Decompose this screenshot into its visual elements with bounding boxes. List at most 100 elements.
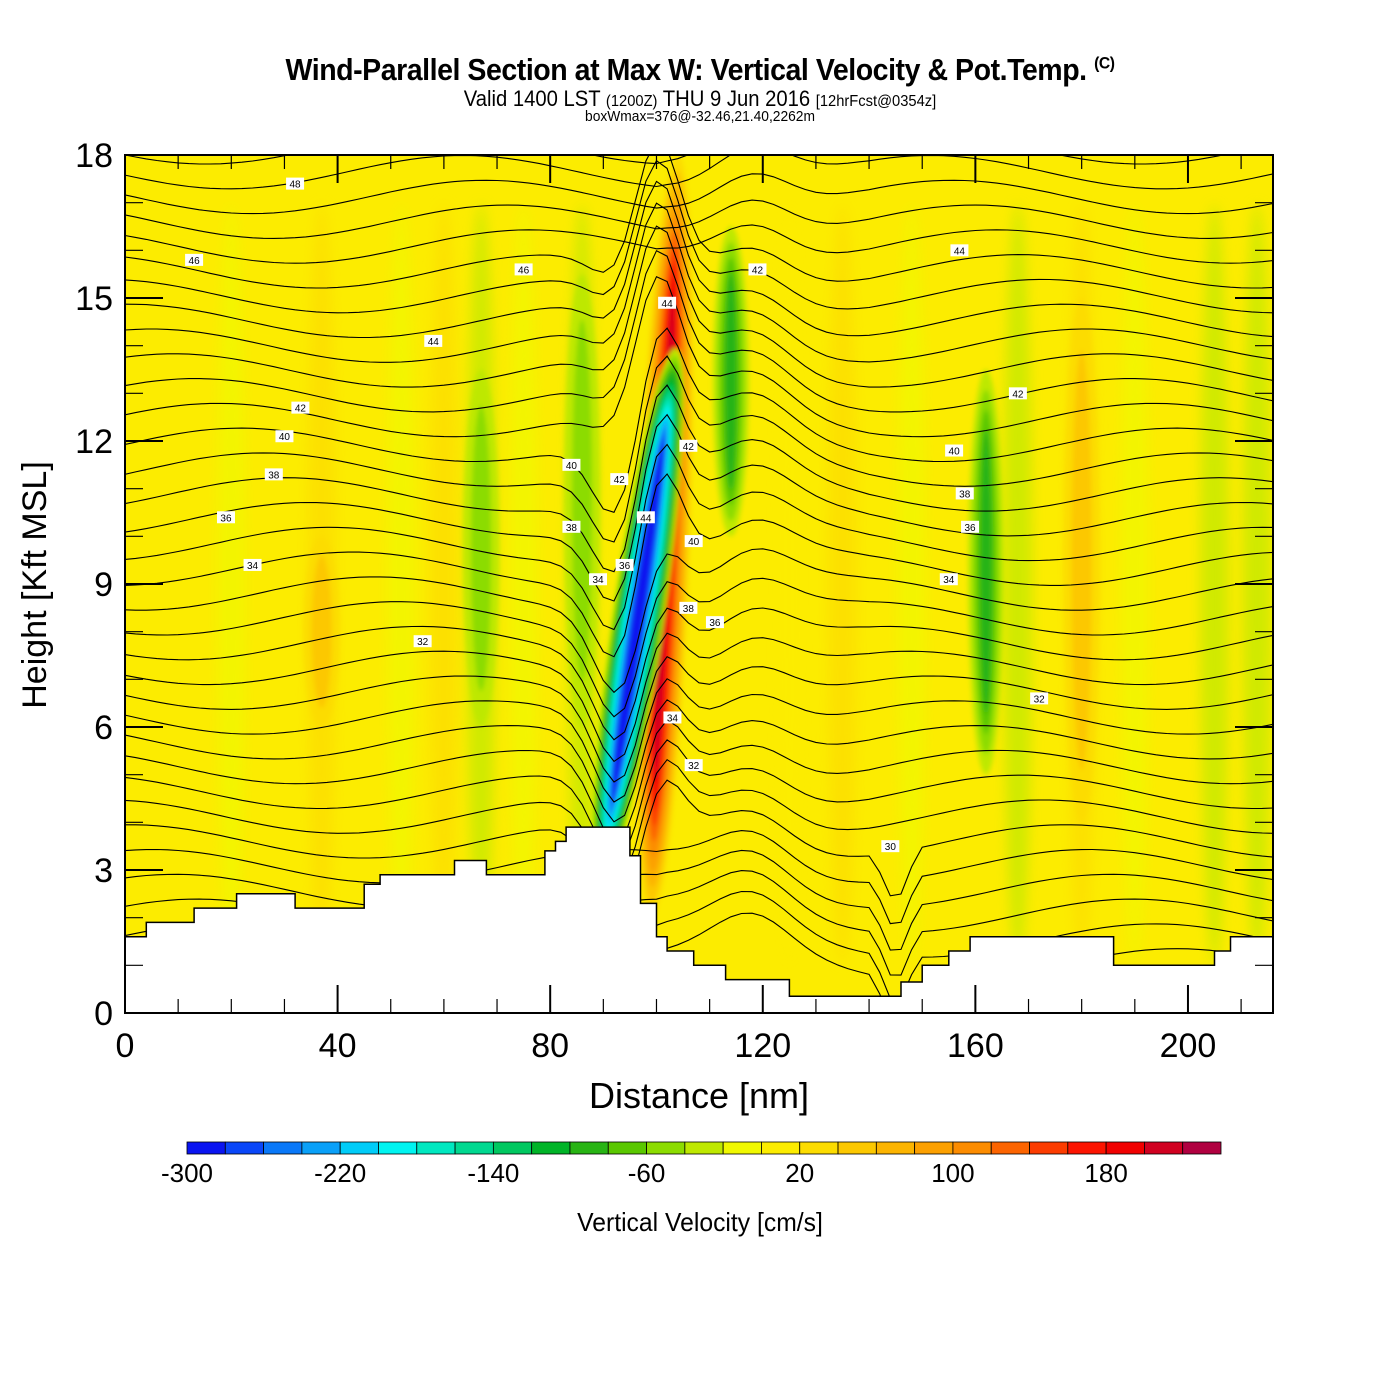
- y-tick-label: 0: [94, 995, 113, 1033]
- contour-label-box: [961, 520, 980, 533]
- colorbar-swatch: [914, 1141, 954, 1155]
- contour-label-box: [684, 759, 703, 772]
- x-tick-label: 160: [947, 1027, 1004, 1065]
- contour-label: 38: [683, 604, 695, 615]
- contour-label-box: [264, 468, 283, 481]
- theta-contour-line: [125, 849, 1273, 951]
- theta-contour-line: [125, 155, 1273, 190]
- x-axis-label: Distance [nm]: [589, 1075, 809, 1116]
- y-tick-label: 18: [75, 137, 113, 175]
- colorbar-swatch: [722, 1141, 762, 1155]
- colorbar-tick-label: -60: [628, 1158, 666, 1188]
- valid-utc: (1200Z): [605, 93, 658, 110]
- weak-band: [387, 204, 416, 964]
- theta-contour-line: [125, 275, 1273, 438]
- colorbar-tick-label: -220: [314, 1158, 366, 1188]
- contour-label-box: [275, 430, 294, 443]
- theta-contour-line: [125, 548, 1273, 694]
- colorbar-swatch: [263, 1141, 303, 1155]
- contour-label: 38: [268, 470, 280, 481]
- valid-date: THU 9 Jun 2016: [662, 86, 811, 111]
- updraft-weak-right-level: [1071, 350, 1092, 770]
- contour-label-box: [243, 558, 262, 571]
- contour-label: 48: [290, 180, 302, 191]
- theta-contour-line: [125, 632, 1273, 763]
- theta-contour-line: [125, 224, 1273, 264]
- x-tick-label: 40: [319, 1027, 357, 1065]
- downdraft-upper-level: [724, 272, 737, 490]
- colorbar-swatch: [378, 1141, 418, 1155]
- valid-time-line: Valid 1400 LST (1200Z) THU 9 Jun 2016 [1…: [56, 86, 1344, 112]
- contour-label-box: [658, 296, 677, 309]
- colorbar-swatch: [454, 1141, 494, 1155]
- colorbar-swatch: [339, 1141, 379, 1155]
- contour-label-box: [955, 487, 974, 500]
- contour-label: 36: [709, 618, 721, 629]
- colorbar-swatch: [569, 1141, 609, 1155]
- contour-label: 44: [662, 299, 674, 310]
- chart-title: Wind-Parallel Section at Max W: Vertical…: [56, 52, 1344, 88]
- colorbar-swatch: [684, 1141, 724, 1155]
- contour-label: 46: [189, 256, 201, 267]
- contour-label-box: [679, 439, 698, 452]
- contour-label: 36: [220, 513, 232, 524]
- theta-contour-line: [125, 159, 1273, 314]
- x-tick-label: 200: [1160, 1027, 1217, 1065]
- theta-contour-line: [125, 355, 1273, 543]
- contour-label: 34: [943, 575, 955, 586]
- weak-band: [1120, 204, 1149, 964]
- contour-label-box: [424, 334, 443, 347]
- colorbar-swatch: [837, 1141, 877, 1155]
- contour-label: 42: [295, 404, 307, 415]
- colorbar-swatch: [952, 1141, 992, 1155]
- colorbar-swatch: [875, 1141, 916, 1155]
- contour-label: 42: [752, 265, 764, 276]
- colorbar-swatch: [1144, 1141, 1184, 1155]
- contour-label: 36: [619, 561, 631, 572]
- contour-label: 30: [885, 842, 897, 853]
- contour-label-box: [663, 711, 682, 724]
- forecast-info: [12hrFcst@0354z]: [815, 93, 937, 110]
- theta-contour-line: [125, 443, 1273, 631]
- weak-band: [509, 204, 538, 964]
- theta-contour-line: [125, 758, 1273, 886]
- contour-label: 40: [688, 537, 700, 548]
- box-wmax-info: boxWmax=376@-32.46,21.40,2262m: [585, 108, 815, 125]
- theta-contours: [125, 155, 1273, 1013]
- contour-label-box: [636, 511, 655, 524]
- contour-label: 42: [614, 475, 626, 486]
- theta-contour-line: [125, 155, 1273, 289]
- downdraft-left-level: [471, 405, 492, 692]
- theta-contour-line: [125, 202, 1273, 363]
- colorbar-swatch: [224, 1141, 264, 1155]
- contour-label: 32: [688, 761, 700, 772]
- contour-label-box: [589, 573, 608, 586]
- contour-label: 40: [566, 461, 578, 472]
- colorbar-swatch: [416, 1141, 456, 1155]
- colorbar-tick-label: 100: [931, 1158, 974, 1188]
- contour-label: 40: [949, 447, 961, 458]
- theta-contour-line: [125, 719, 1273, 843]
- contour-label: 32: [417, 637, 429, 648]
- colorbar: -300 -220 -140 -60 20 100 180: [161, 1141, 1222, 1188]
- colorbar-tick-label: 180: [1084, 1158, 1127, 1188]
- contour-label-box: [562, 458, 581, 471]
- theta-contour-line: [125, 173, 1273, 215]
- weak-band: [217, 204, 246, 964]
- contour-label-box: [286, 177, 305, 190]
- colorbar-tick-label: -140: [467, 1158, 519, 1188]
- contour-label: 38: [566, 523, 578, 534]
- weak-band: [828, 204, 857, 964]
- contour-labels: 48 46 46 44 44 44 42 42 42 42 42 40 40 40 40 38 38 38 38 36…: [185, 177, 1049, 853]
- theta-contour-line: [125, 225, 1273, 388]
- contour-label-box: [216, 511, 235, 524]
- contour-label: 32: [1034, 694, 1046, 705]
- contour-label: 40: [279, 432, 291, 443]
- contour-label-box: [1008, 387, 1027, 400]
- x-tick-label: 120: [734, 1027, 791, 1065]
- updraft-weak-left-level: [311, 555, 332, 708]
- theta-contour-line: [125, 384, 1273, 573]
- colorbar-swatch: [799, 1141, 839, 1155]
- y-tick-label: 9: [94, 566, 113, 604]
